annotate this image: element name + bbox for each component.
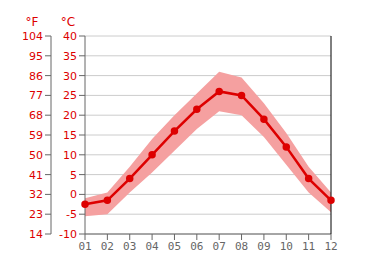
svg-text:40: 40 [63, 30, 77, 43]
svg-text:35: 35 [63, 50, 77, 63]
svg-text:05: 05 [168, 240, 181, 253]
svg-text:5: 5 [70, 169, 77, 182]
svg-text:14: 14 [29, 228, 43, 241]
svg-text:-5: -5 [66, 208, 77, 221]
svg-text:°C: °C [61, 15, 75, 29]
svg-text:32: 32 [29, 188, 43, 201]
svg-text:-10: -10 [59, 228, 77, 241]
svg-text:20: 20 [63, 109, 77, 122]
svg-text:86: 86 [29, 70, 43, 83]
svg-text:10: 10 [63, 149, 77, 162]
svg-text:°F: °F [26, 15, 39, 29]
svg-text:03: 03 [123, 240, 136, 253]
svg-text:95: 95 [29, 50, 43, 63]
svg-text:59: 59 [29, 129, 43, 142]
svg-text:50: 50 [29, 149, 43, 162]
svg-text:15: 15 [63, 129, 77, 142]
svg-text:06: 06 [190, 240, 203, 253]
svg-text:04: 04 [145, 240, 159, 253]
svg-text:08: 08 [235, 240, 248, 253]
svg-text:10: 10 [280, 240, 293, 253]
svg-text:07: 07 [213, 240, 226, 253]
svg-text:41: 41 [29, 169, 43, 182]
svg-text:01: 01 [78, 240, 91, 253]
svg-text:104: 104 [22, 30, 43, 43]
svg-text:02: 02 [101, 240, 114, 253]
svg-text:11: 11 [302, 240, 315, 253]
svg-text:68: 68 [29, 109, 43, 122]
svg-text:0: 0 [70, 188, 77, 201]
svg-text:09: 09 [257, 240, 270, 253]
svg-text:30: 30 [63, 70, 77, 83]
svg-text:25: 25 [63, 89, 77, 102]
svg-text:12: 12 [324, 240, 337, 253]
svg-text:23: 23 [29, 208, 43, 221]
svg-text:77: 77 [29, 89, 43, 102]
